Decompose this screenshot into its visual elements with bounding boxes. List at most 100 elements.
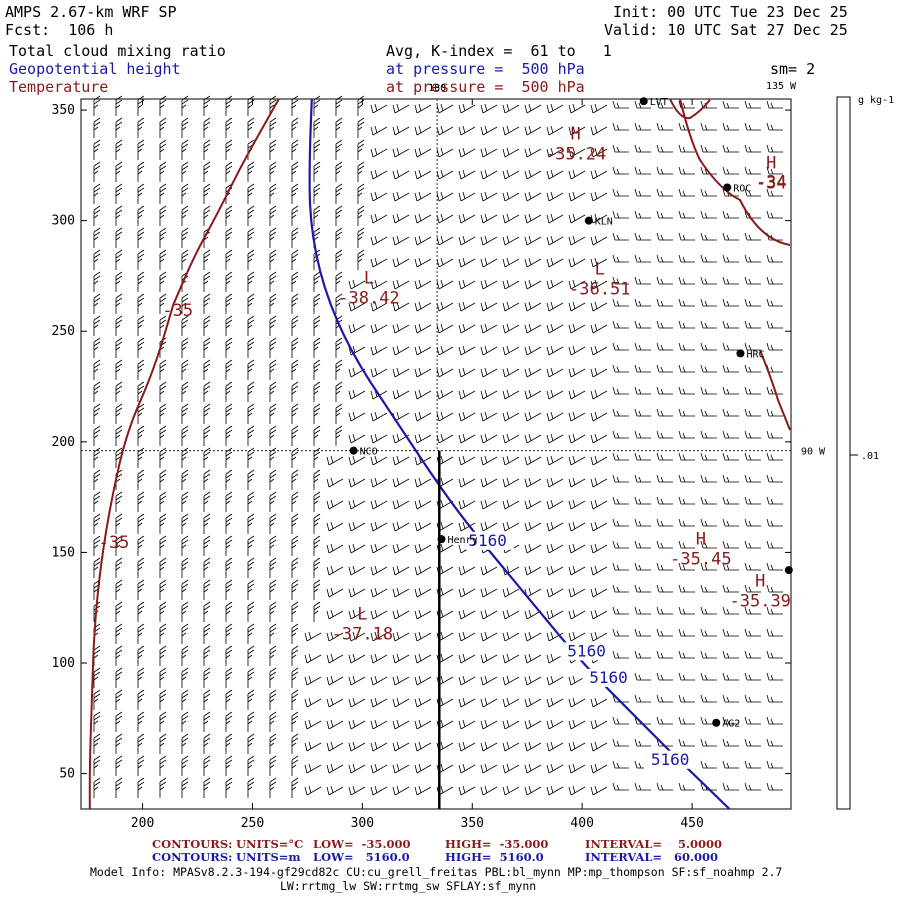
wind-barb	[678, 650, 695, 659]
wind-barb	[304, 653, 322, 664]
wind-barb	[115, 381, 123, 402]
wind-barb	[700, 540, 717, 549]
wind-barb	[137, 623, 145, 644]
wind-barb	[458, 785, 476, 796]
wind-barb	[744, 738, 761, 747]
wind-barb	[678, 232, 695, 241]
wind-barb	[766, 122, 783, 131]
wind-barb	[612, 584, 629, 593]
wind-barb	[93, 337, 101, 358]
wind-barb	[458, 587, 476, 598]
x-tick-label: 400	[570, 816, 593, 831]
wind-barb	[546, 125, 564, 136]
wind-barb	[370, 125, 388, 136]
wind-barb	[269, 337, 277, 358]
wind-barb	[181, 227, 189, 248]
wind-barb	[568, 543, 586, 554]
wind-barb	[159, 645, 167, 666]
wind-barb	[722, 276, 739, 285]
wind-barb	[370, 147, 388, 158]
wind-barb	[93, 271, 101, 292]
wind-barb	[313, 139, 321, 160]
wind-barb	[291, 183, 299, 204]
wind-barb	[700, 188, 717, 197]
wind-barb	[348, 543, 366, 554]
wind-barb	[524, 499, 542, 510]
wind-barb	[159, 667, 167, 688]
wind-barb	[269, 733, 277, 754]
wind-barb	[568, 389, 586, 400]
wind-barb	[480, 389, 498, 400]
wind-barb	[247, 513, 255, 534]
wind-barb	[590, 455, 608, 466]
wind-barb	[722, 122, 739, 131]
wind-barb	[414, 367, 432, 378]
wind-barb	[414, 235, 432, 246]
wind-barb	[392, 543, 410, 554]
extremum-value: -37.18	[332, 625, 393, 645]
wind-barb	[247, 623, 255, 644]
wind-barb	[291, 601, 299, 622]
wind-barb	[656, 496, 673, 505]
wind-barb	[634, 386, 651, 395]
wind-barb	[159, 623, 167, 644]
wind-barb	[700, 430, 717, 439]
wind-barb	[612, 430, 629, 439]
wind-barb	[291, 249, 299, 270]
temperature-contour-label: -35	[99, 533, 130, 553]
wind-barb	[225, 381, 233, 402]
wind-barb	[181, 733, 189, 754]
wind-barb	[502, 125, 520, 136]
wind-barb	[546, 477, 564, 488]
station-marker	[784, 566, 793, 575]
wind-barb	[502, 587, 520, 598]
wind-barb	[656, 254, 673, 263]
wind-barb	[291, 579, 299, 600]
x-tick-label: 200	[131, 816, 154, 831]
wind-barb	[159, 205, 167, 226]
wind-barb	[678, 144, 695, 153]
wind-barb	[115, 711, 123, 732]
wind-barb	[546, 323, 564, 334]
wind-barb	[458, 675, 476, 686]
wind-barb	[313, 425, 321, 446]
wind-barb	[568, 411, 586, 422]
wind-barb	[392, 345, 410, 356]
pressure-level-1: at pressure = 500 hPa	[386, 60, 585, 78]
station-label: KLN	[595, 217, 613, 228]
wind-barb	[568, 521, 586, 532]
temperature-contour-e	[759, 349, 791, 431]
wind-barb	[480, 741, 498, 752]
wind-barb	[313, 271, 321, 292]
wind-barb	[203, 557, 211, 578]
k-index-range: Avg, K-index = 61 to 1	[386, 42, 612, 60]
wind-barb	[370, 279, 388, 290]
wind-barb	[634, 694, 651, 703]
x-tick-label: 300	[351, 816, 374, 831]
wind-barb	[568, 103, 586, 114]
wind-barb	[546, 301, 564, 312]
station-label: LVT	[650, 97, 668, 108]
wind-barb	[203, 249, 211, 270]
wind-barb	[744, 386, 761, 395]
wind-barb	[436, 433, 454, 444]
wind-barb	[326, 785, 344, 796]
wind-barb	[137, 777, 145, 798]
wind-barb	[181, 469, 189, 490]
wind-barb	[392, 631, 410, 642]
wind-barb	[502, 521, 520, 532]
wind-barb	[269, 557, 277, 578]
wind-barb	[137, 271, 145, 292]
wind-barb	[137, 183, 145, 204]
wind-barb	[313, 579, 321, 600]
wind-barb	[326, 763, 344, 774]
wind-barb	[414, 741, 432, 752]
wind-barb	[269, 161, 277, 182]
wind-barb	[137, 117, 145, 138]
footer-units-1: UNITS=°C	[236, 837, 304, 851]
wind-barb	[159, 711, 167, 732]
wind-barb	[722, 210, 739, 219]
wind-barb	[159, 733, 167, 754]
wind-barb	[269, 139, 277, 160]
wind-barb	[414, 653, 432, 664]
